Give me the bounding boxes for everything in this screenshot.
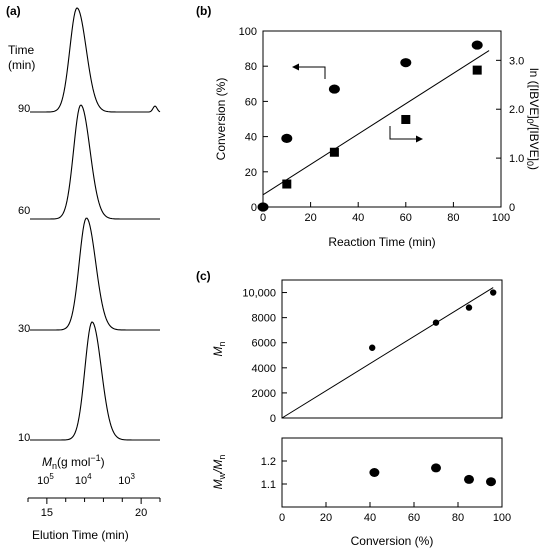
c-pdi-point-1 <box>431 463 441 473</box>
sec-trace-90 <box>30 7 161 113</box>
c-ytick-top-label-4000: 4000 <box>252 363 276 375</box>
plot-c-top-ylabel: Mn <box>211 341 227 356</box>
b-ytick-label-60: 60 <box>245 96 257 108</box>
time-title-1: Time <box>8 43 35 57</box>
c-pdi-point-0 <box>369 468 380 477</box>
plot-c-ticks: 0 20 40 60 80 100 0 2000 4000 6000 8000 10,000 1.1 1.… <box>242 288 511 524</box>
c-ytick-top-label-8000: 8000 <box>252 313 276 325</box>
trace-label-30: 30 <box>18 323 30 335</box>
c-pdi-point-2 <box>464 474 474 484</box>
b-y2tick-label-3.0: 3.0 <box>509 55 524 67</box>
sec-trace-60 <box>30 104 160 220</box>
b-conversion-point-1 <box>281 133 293 143</box>
trace-label-10: 10 <box>18 432 30 444</box>
b-ln-point-2 <box>329 147 339 157</box>
arrow-ln <box>389 126 418 140</box>
elution-ticks-group: 15 20 <box>27 498 161 519</box>
b-xtick-label-40: 40 <box>352 212 364 224</box>
b-xtick-label-60: 60 <box>400 212 412 224</box>
c-xtick-label-100: 100 <box>493 512 511 524</box>
c-mn-point-4 <box>490 289 497 296</box>
mn-axis-label: Mn(g mol−1) <box>42 453 105 471</box>
b-conversion-point-4 <box>471 40 483 50</box>
c-ytick-top-label-6000: 6000 <box>252 338 276 350</box>
sec-trace-30 <box>30 217 160 331</box>
arrow-ln-head <box>416 135 423 143</box>
mn-tick-label-1: 104 <box>75 472 92 487</box>
trace-label-90: 90 <box>18 103 30 115</box>
c-xtick-label-60: 60 <box>408 512 420 524</box>
c-ytick-top-label-2000: 2000 <box>252 388 276 400</box>
plot-b-frame <box>262 30 502 208</box>
b-y2tick-label-2.0: 2.0 <box>509 104 524 116</box>
plot-b-xlabel: Reaction Time (min) <box>328 235 435 249</box>
b-y2tick-label-0: 0 <box>509 202 515 214</box>
b-y2tick-label-1.0: 1.0 <box>509 153 524 165</box>
elution-axis-title: Elution Time (min) <box>32 528 129 542</box>
c-xtick-label-20: 20 <box>320 512 332 524</box>
b-xtick-label-20: 20 <box>304 212 316 224</box>
b-xtick-label-0: 0 <box>260 212 266 224</box>
sec-trace-10 <box>30 321 160 441</box>
b-ln-point-4 <box>472 65 482 75</box>
c-ytick-bottom-label-1.1: 1.1 <box>261 479 276 491</box>
plot-b-marks <box>257 40 490 212</box>
plot-c-bottom-ylabel: Mw/Mn <box>211 455 227 490</box>
elution-tick-label-15: 15 <box>41 507 53 519</box>
b-conversion-point-2 <box>328 84 340 94</box>
c-xtick-label-0: 0 <box>279 512 285 524</box>
plot-c-top-frame <box>281 279 503 419</box>
plot-c-marks <box>281 287 497 487</box>
plot-b-y2label: ln ([IBVE]0/[IBVE]0) <box>525 68 541 170</box>
b-xtick-label-80: 80 <box>447 212 459 224</box>
b-conversion-point-0 <box>257 202 269 212</box>
b-xtick-label-100: 100 <box>492 212 510 224</box>
b-ytick-label-0: 0 <box>251 202 257 214</box>
elution-tick-label-20: 20 <box>135 507 147 519</box>
panel-b-label: (b) <box>196 4 211 18</box>
b-ytick-label-100: 100 <box>239 26 257 38</box>
panel-c-label: (c) <box>196 269 211 283</box>
c-mn-point-1 <box>369 344 376 351</box>
arrow-conversion <box>297 66 326 79</box>
mn-tick-label-2: 103 <box>118 472 135 487</box>
c-ytick-top-label-10,000: 10,000 <box>242 288 276 300</box>
c-pdi-point-3 <box>486 477 496 487</box>
trace-label-60: 60 <box>18 205 30 217</box>
arrow-conversion-head <box>292 63 299 71</box>
sec-traces-group <box>30 7 161 441</box>
mn-tick-label-0: 105 <box>37 472 54 487</box>
b-ytick-label-40: 40 <box>245 132 257 144</box>
b-ytick-label-20: 20 <box>245 167 257 179</box>
panel-a-label: (a) <box>6 4 21 18</box>
plot-b-ylabel: Conversion (%) <box>214 78 228 161</box>
b-fit-line <box>262 50 490 196</box>
time-title-2: (min) <box>8 58 35 72</box>
c-xtick-label-80: 80 <box>452 512 464 524</box>
c-mn-point-3 <box>465 304 473 311</box>
c-ytick-top-label-0: 0 <box>270 413 276 425</box>
c-mn-point-2 <box>432 319 440 326</box>
c-xtick-label-40: 40 <box>364 512 376 524</box>
b-ln-point-1 <box>282 179 292 189</box>
plot-c-xlabel: Conversion (%) <box>351 534 434 548</box>
c-fit-line <box>281 287 494 419</box>
b-ytick-label-80: 80 <box>245 61 257 73</box>
b-conversion-point-3 <box>400 58 412 68</box>
c-ytick-bottom-label-1.2: 1.2 <box>261 456 276 468</box>
plot-c-bottom-frame <box>281 437 503 508</box>
b-ln-point-3 <box>401 114 411 124</box>
mn-ticks-group: 105 104 103 <box>37 472 135 487</box>
